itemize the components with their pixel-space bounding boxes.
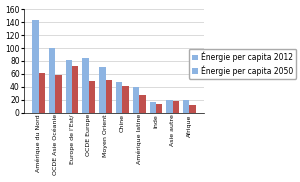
Bar (106, 80, 112, 113)
Bar (122, 86, 129, 113)
Bar (149, 102, 156, 113)
Bar (55, 75, 62, 113)
Bar (133, 87, 139, 113)
Bar (116, 82, 122, 113)
Bar (183, 100, 189, 113)
Bar (49, 48, 55, 113)
Bar (39, 73, 45, 113)
Bar (156, 104, 162, 113)
Bar (189, 105, 196, 113)
Bar (66, 60, 72, 113)
Bar (166, 100, 173, 113)
Bar (82, 58, 89, 113)
Bar (72, 66, 79, 113)
Bar (173, 101, 179, 113)
Bar (99, 68, 106, 113)
Bar (89, 81, 95, 113)
Bar (32, 20, 39, 113)
Legend: Énergie per capita 2012, Énergie per capita 2050: Énergie per capita 2012, Énergie per cap… (189, 49, 296, 79)
Bar (139, 95, 146, 113)
